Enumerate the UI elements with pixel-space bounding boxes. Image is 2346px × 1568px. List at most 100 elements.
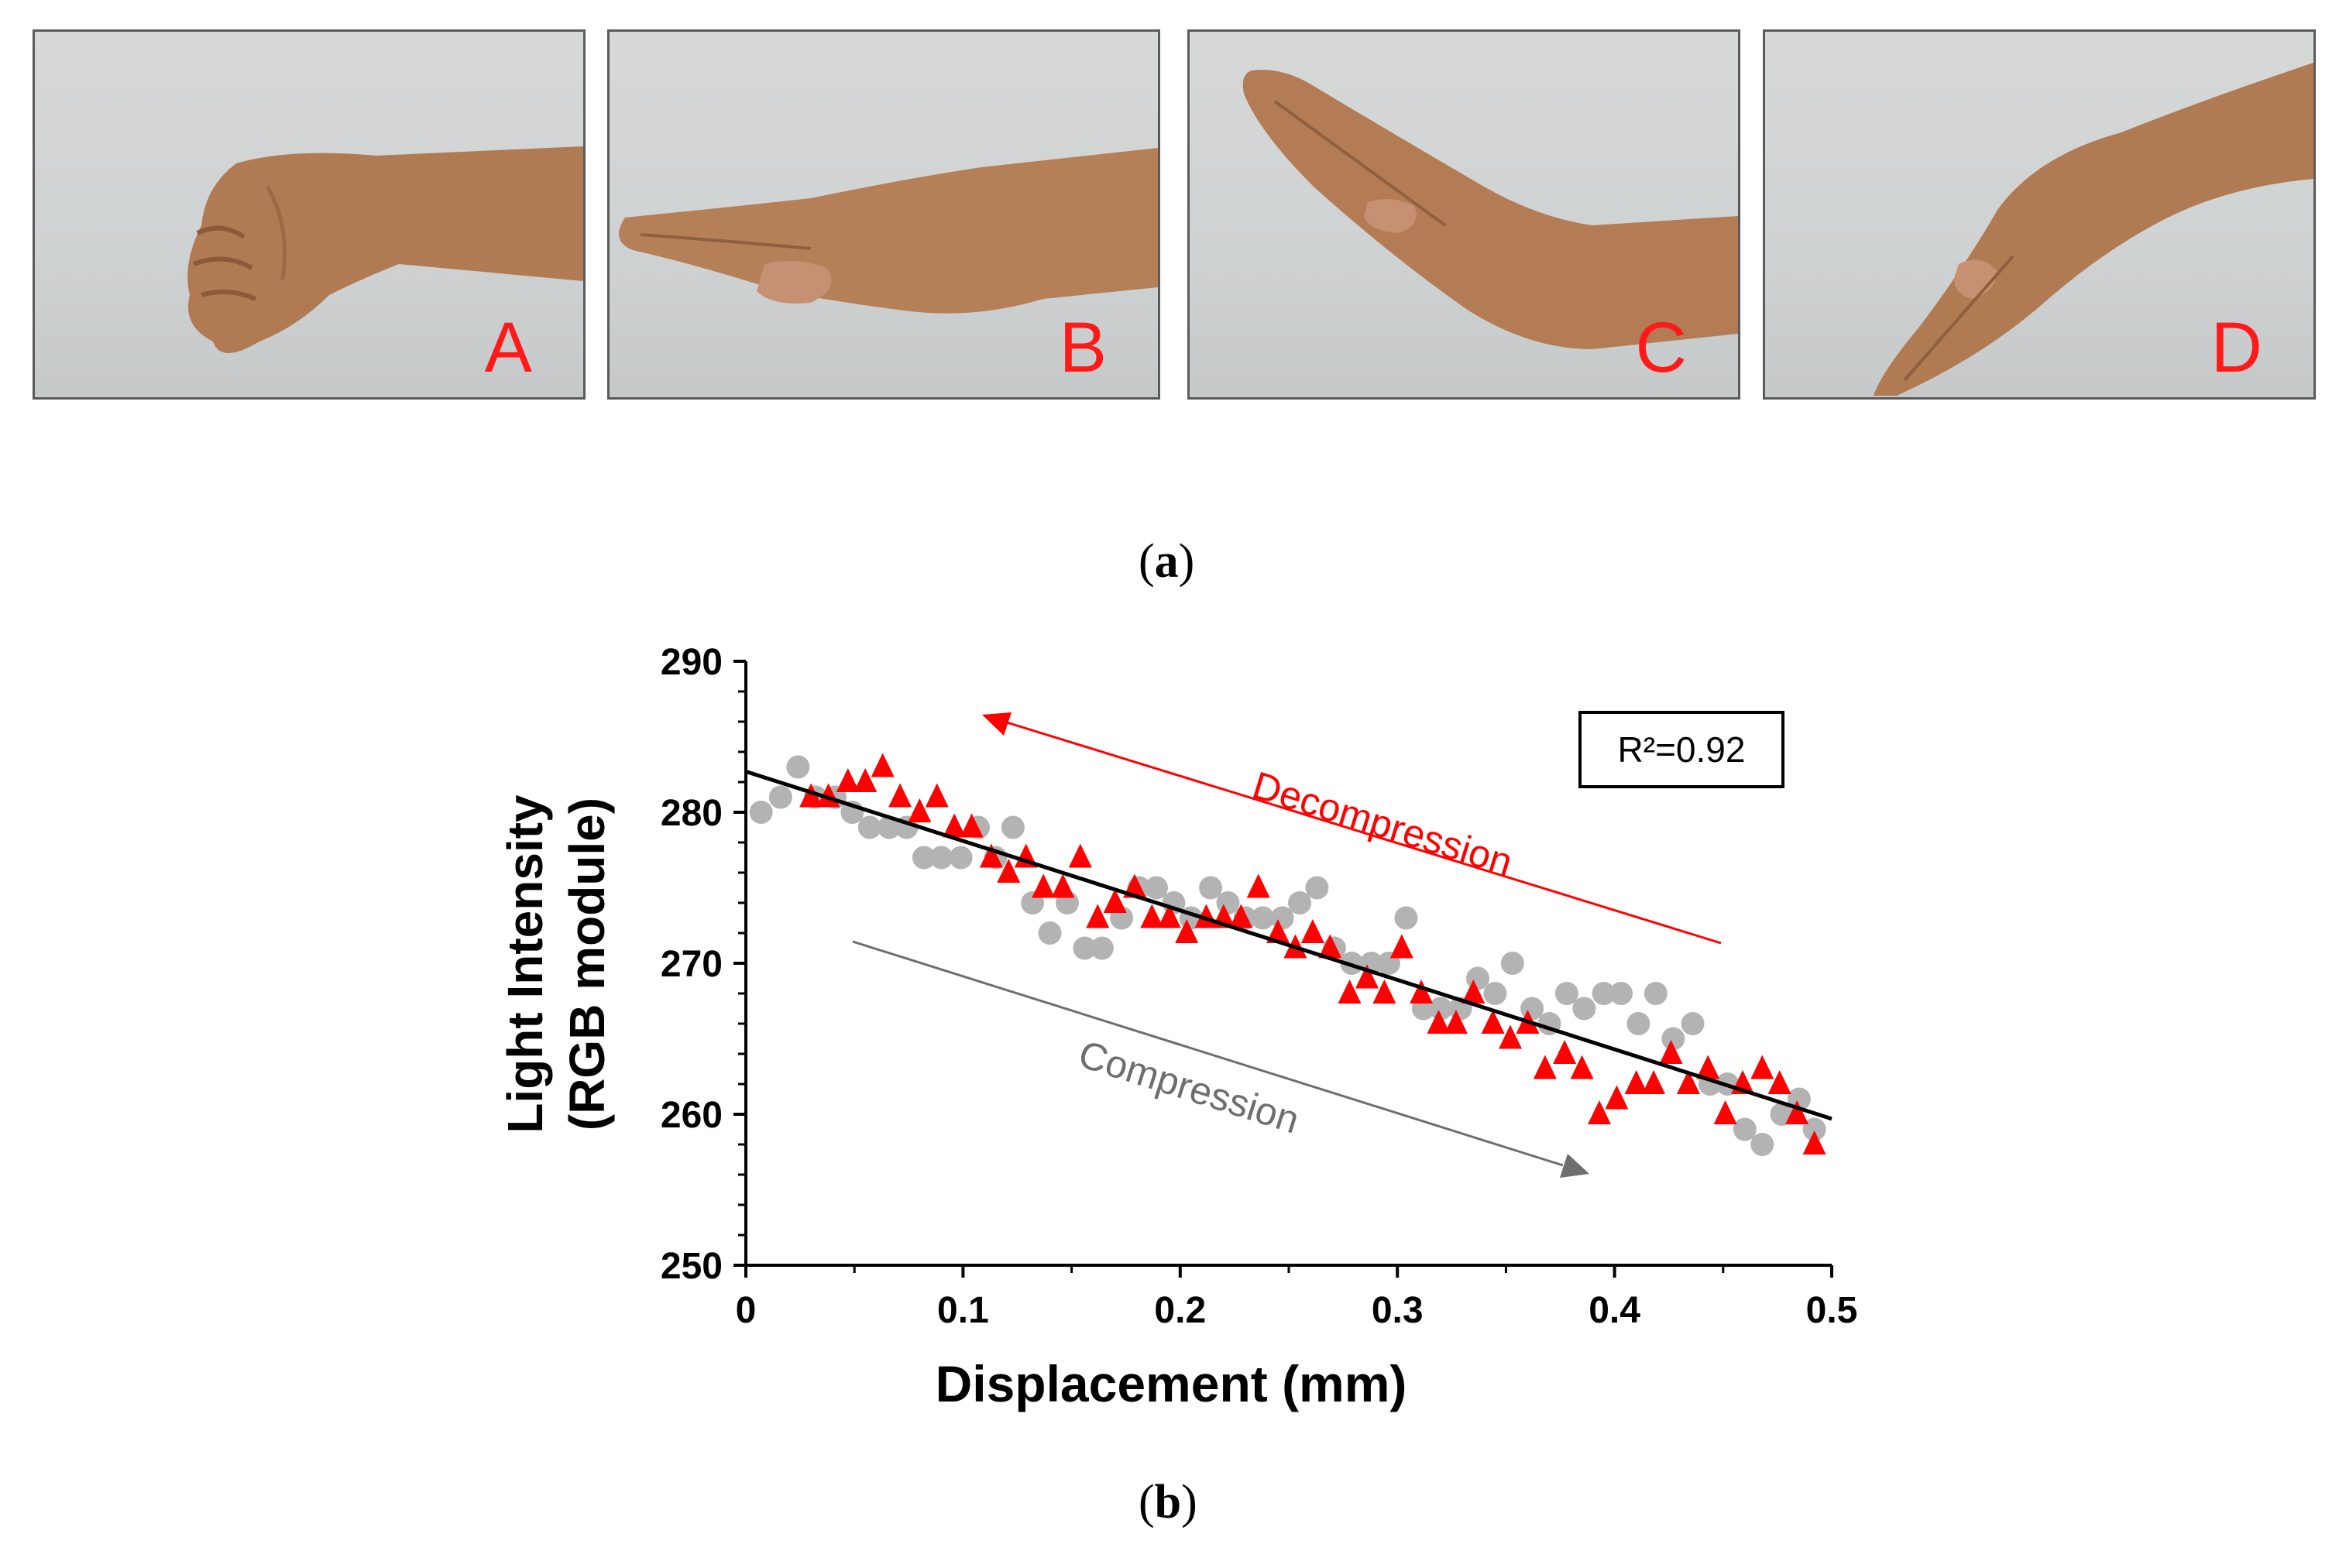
photo-label-a: A — [484, 308, 532, 387]
decompression-point — [1086, 904, 1110, 928]
compression-point — [1554, 982, 1578, 1005]
compression-point — [1001, 815, 1025, 839]
decompression-arrow — [982, 712, 1722, 945]
decompression-point — [1587, 1100, 1611, 1124]
decompression-point — [1499, 1024, 1523, 1049]
compression-point — [1592, 982, 1616, 1005]
compression-point — [1572, 997, 1596, 1021]
hand-extension-illustration — [1242, 70, 1738, 349]
compression-point — [929, 846, 953, 870]
decompression-point — [1140, 904, 1164, 928]
decompression-point — [1713, 1100, 1737, 1124]
photo-flat-hand: B — [607, 29, 1160, 400]
decompression-point — [1175, 919, 1199, 943]
compression-point — [857, 815, 881, 839]
decompression-point — [1266, 919, 1290, 943]
compression-point — [1251, 906, 1275, 930]
axis-ticks: 0 0.1 0.2 0.3 0.4 0.5 250 260 270 280 290 — [661, 642, 1857, 1331]
y-axis-label-line1: Light Intensity — [497, 794, 553, 1134]
decompression-point — [1696, 1055, 1720, 1079]
y-axis-label-line2: (RGB module) — [559, 798, 615, 1131]
x-tick-label: 0.5 — [1806, 1290, 1858, 1331]
decompression-point — [1389, 934, 1413, 959]
decompression-point — [1659, 1040, 1683, 1064]
compression-point — [1394, 906, 1418, 930]
decompression-point — [997, 859, 1021, 883]
decompression-point — [1533, 1055, 1557, 1079]
photo-label-c: C — [1635, 308, 1687, 387]
compression-point — [1644, 982, 1668, 1005]
compression-point — [949, 846, 973, 870]
x-tick-label: 0.4 — [1589, 1290, 1640, 1331]
x-tick-label: 0.2 — [1154, 1290, 1206, 1331]
decompression-point — [925, 783, 949, 808]
photo-label-b: B — [1059, 308, 1107, 387]
decompression-point — [1427, 1010, 1451, 1034]
decompression-point — [1157, 904, 1181, 928]
decompression-point — [1032, 873, 1056, 898]
caption-panel-a: (a) — [1139, 535, 1195, 588]
decompression-point — [908, 798, 932, 822]
decompression-point — [1605, 1085, 1629, 1110]
decompression-point — [836, 768, 860, 792]
compression-point — [1090, 936, 1114, 960]
x-tick-label: 0.3 — [1372, 1290, 1424, 1331]
compression-point — [1288, 891, 1312, 914]
decompression-point — [1122, 873, 1146, 898]
decompression-point — [1624, 1070, 1648, 1094]
y-tick-label: 290 — [661, 642, 723, 683]
compression-point — [786, 755, 810, 779]
decompression-point — [1355, 964, 1379, 989]
r2-annotation: R²=0.92 — [1618, 729, 1746, 770]
decompression-point — [1103, 889, 1127, 913]
decompression-point — [854, 768, 878, 792]
compression-point — [1661, 1027, 1685, 1051]
compression-point — [1038, 921, 1062, 945]
decompression-point — [979, 843, 1003, 868]
compression-point — [1626, 1012, 1650, 1035]
decompression-point — [1642, 1070, 1666, 1094]
decompression-point — [871, 753, 895, 777]
x-axis-label: Displacement (mm) — [936, 1355, 1407, 1412]
decompression-point — [1802, 1131, 1826, 1155]
compression-point — [1483, 982, 1507, 1005]
decompression-point — [1462, 980, 1486, 1004]
decompression-point — [1229, 904, 1253, 928]
compression-point — [1144, 876, 1168, 900]
decompression-point — [1570, 1055, 1594, 1079]
decompression-label: Decompression — [1248, 763, 1517, 884]
compression-point — [1199, 876, 1223, 900]
y-tick-label: 250 — [661, 1246, 723, 1287]
trendline — [745, 769, 1832, 1121]
compression-point — [1073, 936, 1097, 960]
compression-point — [768, 785, 792, 809]
compression-point — [1429, 997, 1453, 1021]
decompression-point — [1338, 980, 1362, 1004]
decompression-point — [1318, 934, 1342, 959]
photo-fist: A — [33, 29, 586, 400]
hand-flat-illustration — [619, 148, 1158, 314]
compression-point — [1733, 1117, 1757, 1141]
data-marks — [749, 753, 1826, 1156]
compression-point — [1681, 1012, 1705, 1035]
hand-flexion-illustration — [1874, 63, 2313, 396]
compression-arrow — [852, 940, 1589, 1178]
photo-hand-extension: C — [1187, 29, 1740, 400]
decompression-point — [1750, 1055, 1774, 1079]
x-tick-label: 0 — [736, 1290, 757, 1331]
decompression-point — [888, 783, 912, 808]
decompression-point — [1676, 1070, 1700, 1094]
decompression-point — [1410, 980, 1434, 1004]
caption-panel-b: (b) — [1139, 1476, 1197, 1529]
decompression-point — [1481, 1010, 1505, 1034]
decompression-point — [1068, 843, 1092, 868]
x-tick-label: 0.1 — [937, 1290, 989, 1331]
decompression-point — [1246, 873, 1270, 898]
decompression-point — [799, 783, 823, 808]
compression-point — [1305, 876, 1329, 900]
compression-point — [1802, 1117, 1826, 1141]
decompression-point — [1785, 1100, 1809, 1124]
decompression-point — [1767, 1070, 1791, 1094]
compression-point — [749, 801, 773, 824]
